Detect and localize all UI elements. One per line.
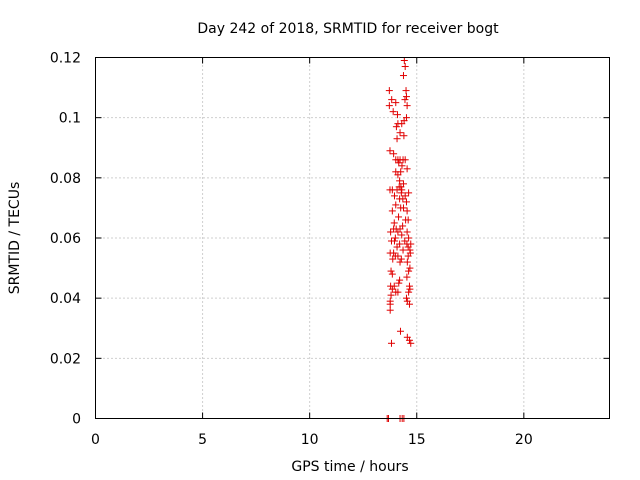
data-point (392, 225, 400, 233)
y-tick-label: 0.08 (50, 171, 81, 187)
plot-frame (95, 57, 610, 419)
data-point (385, 87, 393, 95)
y-tick-label: 0.02 (50, 351, 81, 367)
data-point (397, 189, 405, 197)
data-point (405, 189, 413, 197)
data-point (389, 255, 397, 263)
data-point (387, 339, 395, 347)
x-tick-label: 0 (91, 432, 100, 448)
data-point (391, 234, 399, 242)
data-point (392, 99, 400, 107)
data-point (402, 294, 410, 302)
data-point (390, 249, 398, 257)
data-point (402, 216, 410, 224)
data-point (403, 165, 411, 173)
data-point (403, 273, 411, 281)
data-point (390, 150, 398, 158)
data-point (395, 213, 403, 221)
data-point (388, 207, 396, 215)
chart-title: Day 242 of 2018, SRMTID for receiver bog… (197, 21, 499, 37)
data-point (388, 270, 396, 278)
data-point (405, 288, 413, 296)
data-point (406, 285, 414, 293)
data-point (396, 327, 404, 335)
x-tick-label: 5 (198, 432, 207, 448)
data-point (400, 57, 408, 65)
data-point (392, 123, 400, 131)
data-point (405, 234, 413, 242)
x-tick-labels: 0 5 10 15 20 (91, 432, 533, 448)
y-tick-label: 0.12 (50, 51, 81, 67)
data-point (398, 120, 406, 128)
data-point (386, 300, 394, 308)
data-point (406, 264, 414, 272)
data-point (387, 291, 395, 299)
data-point (394, 228, 402, 236)
data-point (393, 111, 401, 119)
data-point (404, 252, 412, 260)
y-tick-label: 0.04 (50, 291, 81, 307)
data-point (407, 339, 415, 347)
y-tick-label: 0.06 (50, 231, 81, 247)
data-point (405, 300, 413, 308)
data-point (397, 255, 405, 263)
data-point (401, 156, 409, 164)
data-point (396, 195, 404, 203)
data-point (400, 132, 408, 140)
data-point (399, 204, 407, 212)
data-point (401, 63, 409, 71)
data-point (385, 102, 393, 110)
data-point (403, 207, 411, 215)
x-tick-label: 10 (301, 432, 319, 448)
data-point (403, 102, 411, 110)
x-tick-label: 20 (515, 432, 533, 448)
data-point (393, 243, 401, 251)
data-point (403, 228, 411, 236)
data-point (402, 87, 410, 95)
y-tick-label: 0.1 (59, 111, 81, 127)
data-point (398, 231, 406, 239)
data-point (387, 228, 395, 236)
data-point (399, 246, 407, 254)
data-point (396, 276, 404, 284)
data-point (393, 135, 401, 143)
data-point (387, 282, 395, 290)
y-tick-label: 0 (72, 412, 81, 428)
data-point (405, 336, 413, 344)
data-point (389, 108, 397, 116)
data-point (395, 279, 403, 287)
grid (95, 57, 610, 419)
data-point (398, 162, 406, 170)
data-point (402, 93, 410, 101)
data-point (396, 129, 404, 137)
x-tick-label: 15 (408, 432, 426, 448)
data-point (403, 258, 411, 266)
data-point (401, 96, 409, 104)
data-point (390, 192, 398, 200)
data-point (390, 219, 398, 227)
data-point (387, 267, 395, 275)
data-point (394, 288, 402, 296)
data-point (404, 243, 412, 251)
data-point (395, 159, 403, 167)
data-point (386, 147, 394, 155)
data-point (396, 177, 404, 185)
data-point (405, 267, 413, 275)
data-point (386, 306, 394, 314)
data-point (392, 201, 400, 209)
data-point (394, 171, 402, 179)
data-point (402, 198, 410, 206)
data-point (390, 237, 398, 245)
data-points (383, 57, 415, 422)
data-point (388, 285, 396, 293)
y-tick-labels: 0 0.02 0.04 0.06 0.08 0.1 0.12 (50, 51, 81, 428)
data-point (396, 258, 404, 266)
data-point (399, 72, 407, 80)
y-axis-label: SRMTID / TECUs (7, 182, 23, 295)
data-point (388, 96, 396, 104)
x-axis-label: GPS time / hours (291, 459, 408, 475)
